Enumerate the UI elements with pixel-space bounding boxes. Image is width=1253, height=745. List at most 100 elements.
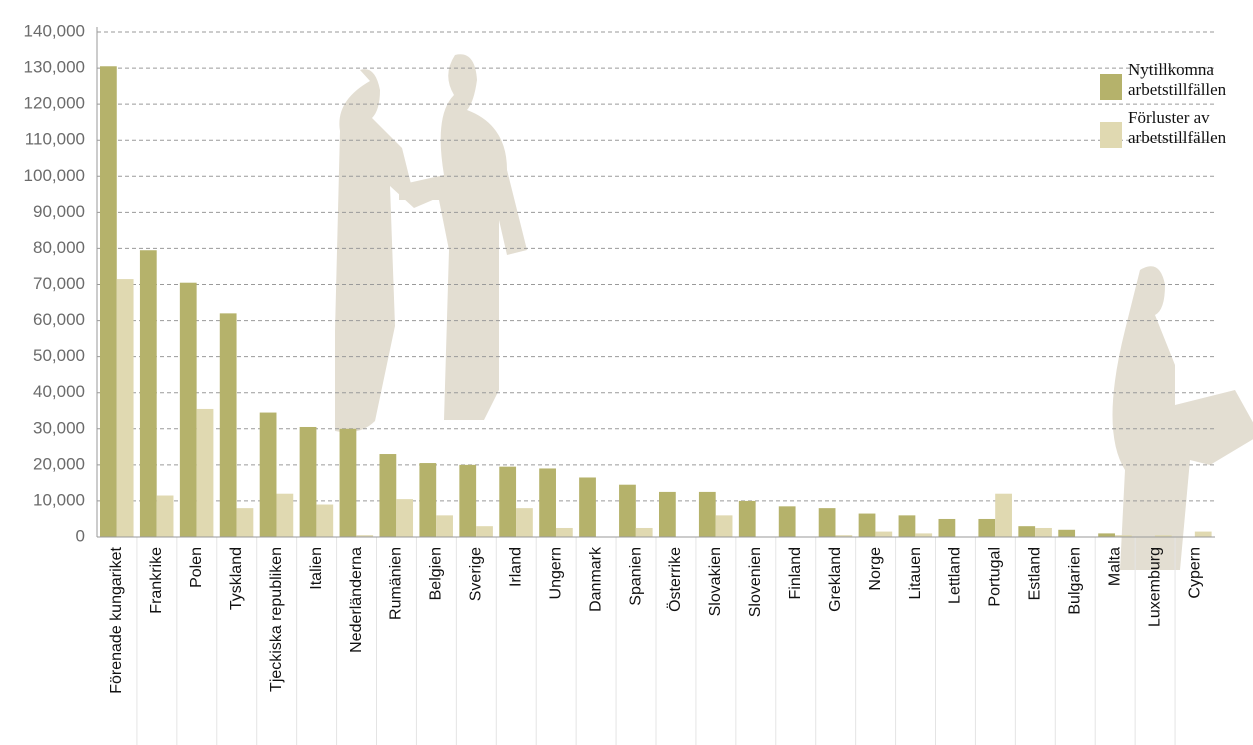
bar — [196, 408, 214, 537]
x-tick-label: Estland — [1027, 547, 1044, 600]
bar — [499, 466, 517, 537]
bar — [459, 464, 477, 537]
bar — [1018, 526, 1036, 537]
legend-item: Förluster av arbetstillfällen — [1100, 108, 1250, 148]
bar — [100, 66, 117, 538]
x-tick-label: Finland — [787, 547, 804, 599]
bar — [818, 508, 836, 537]
x-tick-label: Nederländerna — [348, 547, 365, 653]
x-tick-label: Cypern — [1186, 547, 1203, 599]
bar — [276, 493, 294, 537]
x-tick-label: Österrike — [666, 547, 684, 612]
legend-label: Nytillkomna arbetstillfällen — [1128, 60, 1227, 99]
x-tick-label: Danmark — [587, 546, 604, 612]
bar — [778, 506, 796, 537]
y-tick-label: 120,000 — [24, 94, 85, 113]
bar — [379, 454, 397, 537]
y-tick-label: 140,000 — [24, 21, 85, 40]
bar — [635, 527, 653, 537]
bar — [579, 477, 596, 537]
legend-item: Nytillkomna arbetstillfällen — [1100, 60, 1250, 100]
silhouettes — [335, 54, 1253, 570]
legend-swatch — [1100, 122, 1122, 148]
bar — [236, 508, 254, 537]
bar — [1194, 531, 1212, 537]
x-tick-label: Spanien — [627, 547, 644, 606]
x-tick-label: Litauen — [907, 547, 924, 600]
x-tick-label: Slovakien — [707, 547, 724, 616]
bar — [299, 426, 317, 537]
legend: Nytillkomna arbetstillfällen Förluster av… — [1100, 60, 1250, 156]
x-tick-label: Italien — [308, 547, 325, 590]
y-tick-label: 40,000 — [33, 382, 85, 401]
y-tick-label: 70,000 — [33, 274, 85, 293]
y-tick-label: 0 — [76, 526, 85, 545]
x-tick-label: Norge — [867, 547, 884, 591]
bar — [835, 535, 853, 537]
x-tick-label: Slovenien — [747, 547, 764, 617]
y-tick-label: 110,000 — [25, 130, 85, 149]
x-tick-label: Förenade kungariket — [108, 546, 125, 693]
bar — [619, 484, 636, 537]
bar — [1035, 527, 1052, 537]
bar — [1154, 535, 1172, 537]
bar — [898, 515, 916, 537]
bar — [698, 491, 716, 537]
bar — [1114, 535, 1132, 537]
bar — [858, 513, 876, 537]
bar — [1058, 529, 1076, 537]
bar — [156, 495, 174, 537]
x-tick-label: Tyskland — [228, 547, 245, 610]
x-tick-label: Sverige — [468, 547, 485, 601]
x-tick-label: Grekland — [827, 547, 844, 612]
bar — [555, 527, 573, 537]
y-tick-label: 20,000 — [33, 454, 85, 473]
y-tick-label: 80,000 — [33, 238, 85, 257]
x-tick-label: Luxemburg — [1146, 547, 1163, 627]
x-tick-label: Tjeckiska republiken — [268, 547, 285, 692]
legend-swatch — [1100, 74, 1122, 100]
bar — [259, 412, 277, 537]
bar — [1098, 533, 1115, 537]
bar — [419, 463, 437, 537]
bar — [715, 515, 733, 537]
y-tick-label: 30,000 — [33, 418, 85, 437]
y-tick-label: 10,000 — [33, 490, 85, 509]
bar — [738, 500, 756, 537]
bar — [356, 535, 374, 537]
bar — [219, 313, 237, 537]
bar — [339, 428, 357, 537]
x-tick-label: Irland — [507, 547, 524, 587]
bar — [396, 499, 414, 537]
y-tick-label: 90,000 — [33, 202, 85, 221]
x-tick-label: Belgien — [428, 547, 445, 600]
y-tick-label: 100,000 — [24, 166, 85, 185]
bar — [516, 508, 533, 537]
bar — [436, 515, 453, 537]
bar — [938, 518, 956, 537]
bar — [139, 250, 157, 537]
x-tick-label: Portugal — [987, 547, 1004, 607]
y-tick-label: 50,000 — [33, 346, 85, 365]
x-tick-label: Frankrike — [148, 547, 165, 614]
x-tick-label: Bulgarien — [1066, 547, 1083, 615]
x-tick-label: Rumänien — [388, 547, 405, 620]
x-tick-label: Malta — [1106, 547, 1123, 586]
bar — [539, 468, 556, 537]
x-tick-label: Polen — [188, 547, 205, 588]
x-tick-label: Lettland — [947, 547, 964, 604]
x-tick-label: Ungern — [547, 547, 564, 599]
bar — [915, 533, 933, 537]
bar — [995, 493, 1012, 537]
bar — [875, 531, 893, 537]
bar — [116, 279, 134, 537]
y-tick-label: 130,000 — [24, 58, 85, 77]
bar — [316, 504, 334, 537]
bar — [179, 282, 197, 537]
bar — [659, 491, 676, 537]
bar — [476, 526, 493, 537]
bar — [978, 518, 996, 537]
y-tick-label: 60,000 — [33, 310, 85, 329]
